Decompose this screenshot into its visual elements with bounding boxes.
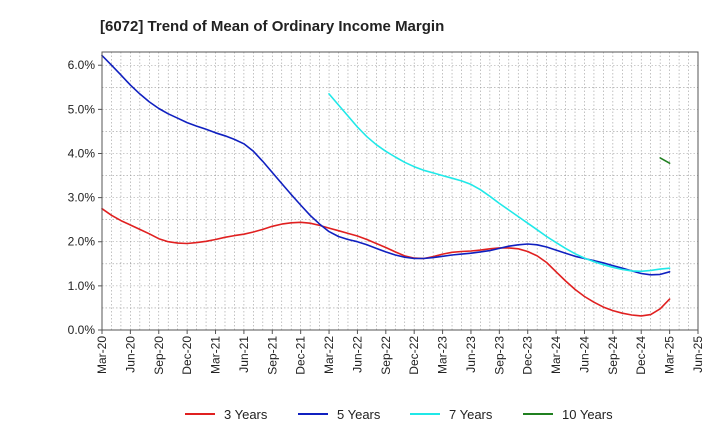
series-line-3-years (101, 207, 671, 317)
x-tick-label: Mar-22 (322, 336, 336, 374)
x-tick-label: Jun-20 (123, 336, 137, 373)
y-tick-label: 3.0% (68, 191, 96, 205)
x-tick-label: Dec-23 (521, 336, 535, 375)
chart-title: [6072] Trend of Mean of Ordinary Income … (100, 18, 444, 35)
x-tick-label: Mar-24 (549, 336, 563, 374)
x-tick-label: Mar-25 (663, 336, 677, 374)
x-tick-label: Sep-20 (152, 336, 166, 375)
y-tick-label: 2.0% (68, 235, 96, 249)
x-tick-label: Jun-24 (577, 336, 591, 373)
x-tick-label: Dec-24 (634, 336, 648, 375)
x-tick-label: Sep-21 (265, 336, 279, 375)
x-tick-label: Sep-23 (492, 336, 506, 375)
y-axis-ticks: 0.0% 1.0% 2.0% 3.0% 4.0% 5.0% 6.0% (68, 58, 102, 337)
legend-label: 5 Years (337, 407, 381, 422)
x-tick-label: Dec-22 (407, 336, 421, 375)
y-tick-label: 6.0% (68, 58, 96, 72)
x-tick-label: Mar-21 (209, 336, 223, 374)
y-tick-label: 5.0% (68, 102, 96, 116)
x-tick-label: Sep-24 (606, 336, 620, 375)
legend-label: 3 Years (224, 407, 268, 422)
x-tick-label: Jun-22 (350, 336, 364, 373)
x-tick-label: Mar-23 (436, 336, 450, 374)
series-line-5-years (101, 54, 671, 276)
axes (101, 51, 699, 331)
x-tick-label: Mar-20 (95, 336, 109, 374)
series-line-7-years (328, 93, 671, 273)
x-tick-label: Dec-20 (180, 336, 194, 375)
x-tick-label: Dec-21 (294, 336, 308, 375)
legend-label: 7 Years (449, 407, 493, 422)
x-tick-label: Jun-23 (464, 336, 478, 373)
plot-border (101, 51, 699, 331)
legend-label: 10 Years (562, 407, 613, 422)
x-tick-label: Sep-22 (379, 336, 393, 375)
x-tick-label: Jun-21 (237, 336, 251, 373)
series-line-10-years (659, 157, 671, 164)
y-tick-label: 0.0% (68, 323, 96, 337)
plot-background (102, 52, 698, 330)
plot-area (102, 52, 698, 330)
y-tick-label: 1.0% (68, 279, 96, 293)
x-axis-ticks: Mar-20 Jun-20 Sep-20 Dec-20 Mar-21 Jun-21 Sep-… (95, 330, 705, 375)
series-layer (101, 54, 671, 317)
legend: 3 Years 5 Years 7 Years 10 Years (185, 407, 613, 422)
x-tick-label: Jun-25 (691, 336, 705, 373)
y-tick-label: 4.0% (68, 146, 96, 160)
